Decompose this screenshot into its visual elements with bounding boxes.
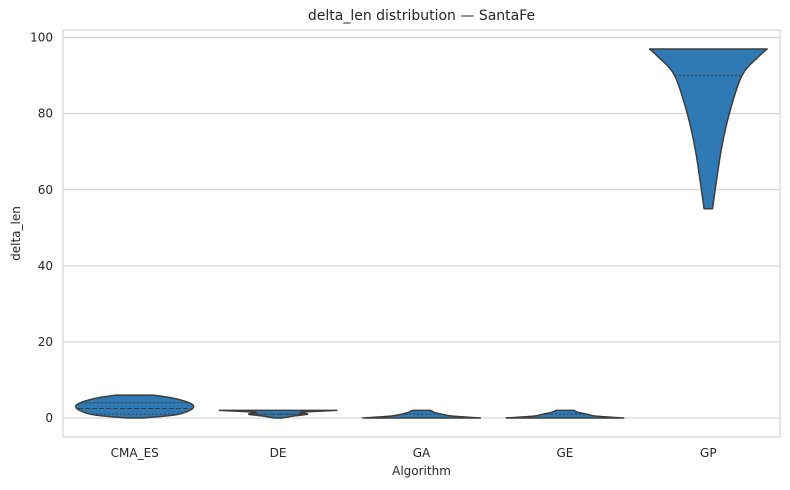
y-tick-label-20: 20 (38, 335, 53, 349)
x-tick-labels: CMA_ES DE GA GE GP (111, 446, 717, 460)
x-tick-label-cma-es: CMA_ES (111, 446, 159, 460)
violin-gp (648, 48, 768, 210)
gridlines (63, 37, 780, 419)
y-tick-label-0: 0 (45, 411, 53, 425)
y-axis-title: delta_len (9, 206, 23, 261)
violins (75, 48, 768, 419)
x-axis-title: Algorithm (392, 464, 451, 478)
y-tick-label-80: 80 (38, 107, 53, 121)
violin-de (218, 409, 338, 419)
x-tick-label-de: DE (270, 446, 287, 460)
violin-body-ge (505, 409, 625, 419)
y-tick-label-40: 40 (38, 259, 53, 273)
y-tick-labels: 0 20 40 60 80 100 (30, 31, 53, 425)
y-tick-label-100: 100 (30, 31, 53, 45)
x-tick-label-gp: GP (700, 446, 717, 460)
violin-body-cma-es (75, 394, 195, 419)
violin-cma-es (75, 394, 195, 419)
violin-ge (505, 409, 625, 419)
y-tick-label-60: 60 (38, 183, 53, 197)
chart-title: delta_len distribution — SantaFe (308, 8, 535, 24)
plot-frame (62, 29, 781, 438)
violin-ga (361, 409, 482, 419)
x-tick-label-ge: GE (556, 446, 573, 460)
x-tick-label-ga: GA (413, 446, 431, 460)
